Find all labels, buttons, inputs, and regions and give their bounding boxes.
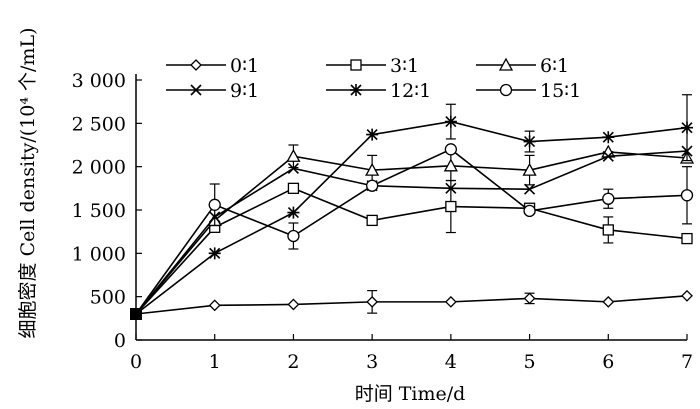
x-tick-label: 0 (130, 351, 142, 373)
y-axis-title: 细胞密度 Cell density/(10⁴ 个/mL) (17, 28, 39, 339)
legend-marker (190, 59, 202, 71)
series-line (135, 120, 688, 315)
data-point (287, 162, 299, 174)
data-point (681, 289, 693, 302)
data-point (445, 200, 457, 213)
y-tick-label: 1 500 (72, 200, 126, 222)
data-point (287, 206, 300, 219)
data-point (444, 115, 457, 128)
x-tick-label: 4 (445, 351, 457, 373)
series-line (135, 187, 688, 315)
legend-item: 12∶1 (326, 80, 431, 102)
y-tick-label: 2 000 (72, 157, 126, 179)
data-point (208, 299, 221, 312)
data-point (287, 298, 300, 311)
data-point (366, 295, 379, 308)
legend-marker (499, 83, 513, 97)
x-tick-label: 6 (602, 351, 614, 373)
series-line (135, 148, 688, 315)
axes: 0 1 2 3 4 5 6 7 0 500 1 000 1 500 2 000 2 500 3 000 (72, 70, 693, 373)
y-tick-label: 1 000 (72, 243, 126, 265)
y-tick-label: 3 000 (72, 70, 126, 92)
data-point (365, 179, 379, 192)
y-tick-label: 2 500 (72, 113, 126, 135)
legend-item: 6∶1 (476, 55, 569, 77)
legend-label: 6∶1 (540, 55, 569, 77)
data-point (523, 292, 536, 305)
data-point (287, 229, 300, 243)
data-point (602, 150, 614, 162)
data-point (130, 308, 142, 320)
data-point (602, 131, 615, 144)
data-point (443, 158, 458, 172)
data-point (681, 232, 693, 245)
data-point (523, 204, 536, 218)
y-tick-label: 500 (90, 287, 126, 309)
data-point (287, 182, 300, 194)
data-point (602, 224, 614, 236)
legend-item: 0∶1 (166, 55, 259, 77)
data-point (681, 121, 693, 134)
data-point (523, 135, 536, 148)
series-diamond (130, 289, 693, 320)
data-point (445, 182, 457, 194)
data-point (444, 295, 457, 308)
series-layer (130, 94, 695, 320)
legend-item: 9∶1 (166, 80, 259, 102)
x-axis-title: 时间 Time/d (355, 383, 466, 405)
data-point (208, 247, 221, 260)
legend-item: 15∶1 (476, 80, 581, 102)
legend-marker (350, 59, 362, 71)
data-point (524, 183, 536, 195)
legend-marker (350, 84, 362, 96)
legend-label: 12∶1 (390, 80, 431, 102)
data-point (366, 128, 379, 141)
data-point (208, 198, 221, 211)
x-tick-label: 2 (287, 351, 299, 373)
data-point (680, 189, 694, 202)
legend-label: 15∶1 (540, 80, 581, 102)
legend-item: 3∶1 (326, 55, 419, 77)
legend-marker (498, 57, 514, 71)
data-point (522, 162, 537, 176)
x-tick-label: 1 (209, 351, 221, 373)
legend-label: 3∶1 (390, 55, 419, 77)
legend-label: 0∶1 (230, 55, 259, 77)
y-tick-label: 0 (114, 330, 126, 352)
legend-marker (190, 84, 202, 96)
x-tick-label: 7 (681, 351, 693, 373)
x-tick-label: 5 (524, 351, 536, 373)
x-tick-label: 3 (366, 351, 378, 373)
data-point (602, 295, 615, 308)
series-line (135, 150, 688, 315)
data-point (602, 192, 615, 205)
data-point (444, 143, 458, 156)
data-point (366, 214, 378, 227)
data-point (365, 162, 380, 176)
legend: 0∶1 3∶1 6∶1 9∶1 12∶1 15∶1 (166, 55, 581, 102)
series-circle (130, 143, 694, 320)
series-line (135, 295, 688, 315)
legend-label: 9∶1 (230, 80, 259, 102)
data-point (286, 148, 301, 162)
